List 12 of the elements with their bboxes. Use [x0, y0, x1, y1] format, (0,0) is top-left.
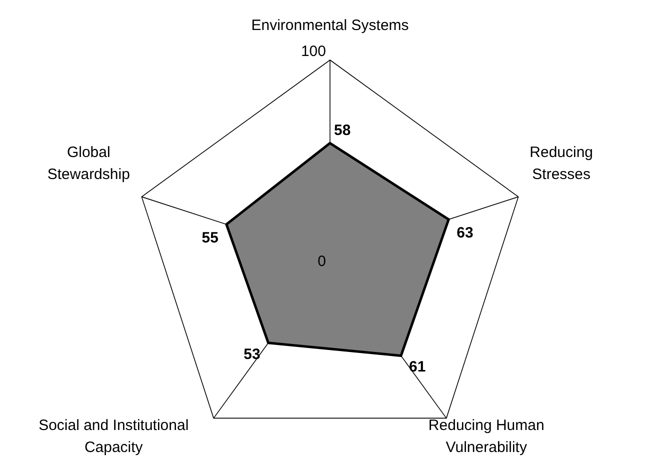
data-label: 61	[408, 358, 426, 376]
spoke-label: Reducing Human Vulnerability	[428, 417, 544, 456]
spoke-label: Global Stewardship	[47, 144, 130, 183]
y-tick-label: 100	[300, 43, 326, 60]
data-label: 63	[456, 224, 474, 242]
spoke-label: Reducing Stresses	[530, 144, 594, 183]
data-label: 53	[244, 346, 260, 363]
spoke-label: Environmental Systems	[251, 17, 409, 34]
data-label: 58	[334, 122, 351, 140]
data-label: 55	[202, 229, 218, 246]
y-tick-label: 0	[318, 253, 326, 270]
spoke-label: Social and Institutional Capacity	[38, 417, 189, 456]
